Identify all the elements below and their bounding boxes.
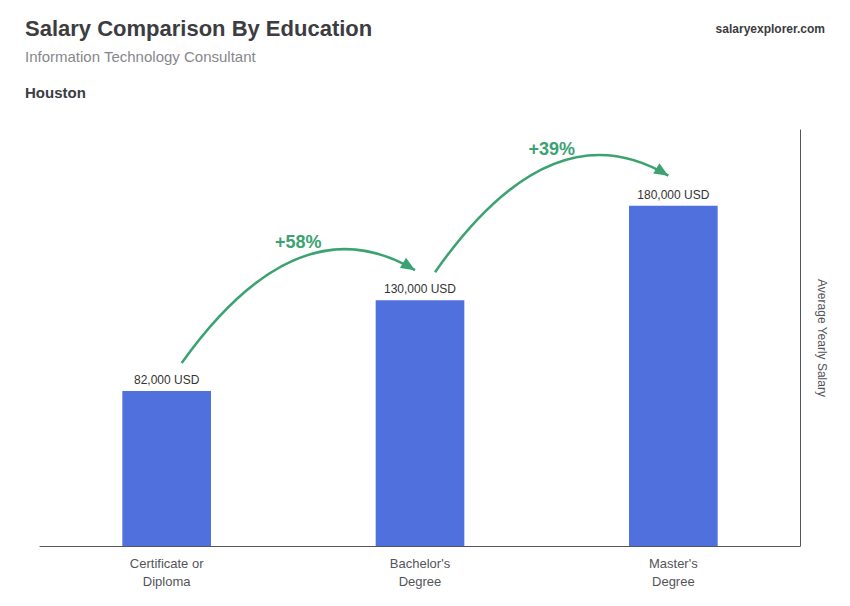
svg-text:82,000 USD: 82,000 USD bbox=[134, 373, 200, 387]
svg-text:Master's: Master's bbox=[649, 556, 698, 571]
svg-text:Degree: Degree bbox=[399, 574, 442, 589]
svg-text:+58%: +58% bbox=[275, 232, 322, 252]
svg-text:+39%: +39% bbox=[528, 139, 575, 159]
svg-text:Salary Comparison By Education: Salary Comparison By Education bbox=[25, 16, 372, 41]
svg-text:Degree: Degree bbox=[652, 574, 695, 589]
svg-text:salaryexplorer.com: salaryexplorer.com bbox=[716, 22, 825, 36]
svg-text:130,000 USD: 130,000 USD bbox=[384, 282, 456, 296]
svg-text:Diploma: Diploma bbox=[143, 574, 191, 589]
svg-text:Average Yearly Salary: Average Yearly Salary bbox=[815, 279, 829, 397]
svg-text:Information Technology Consult: Information Technology Consultant bbox=[25, 48, 257, 65]
svg-text:Certificate or: Certificate or bbox=[130, 556, 204, 571]
svg-text:Houston: Houston bbox=[25, 84, 86, 101]
svg-text:Bachelor's: Bachelor's bbox=[390, 556, 451, 571]
svg-text:180,000 USD: 180,000 USD bbox=[637, 188, 709, 202]
